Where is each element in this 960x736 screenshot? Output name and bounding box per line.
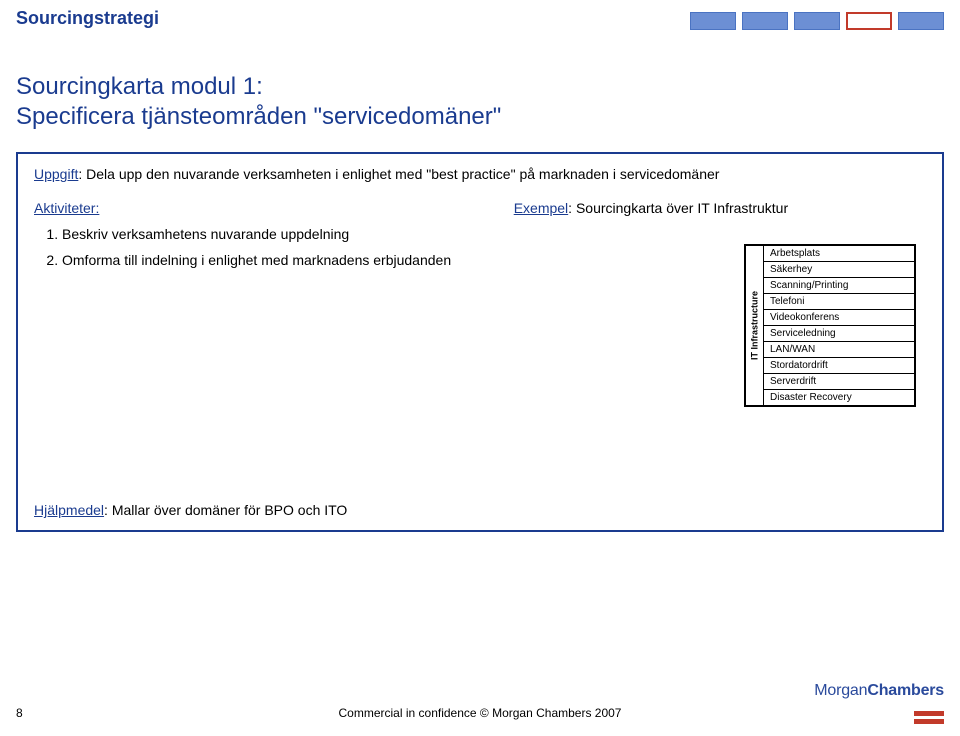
table-row: Serviceledning — [764, 325, 914, 341]
help-label: Hjälpmedel — [34, 502, 104, 518]
help-line: Hjälpmedel: Mallar över domäner för BPO … — [34, 502, 347, 518]
header-nav-box-4 — [846, 12, 892, 30]
brand-word-1: Morgan — [814, 682, 867, 699]
slide-title: Sourcingkarta modul 1: Specificera tjäns… — [16, 72, 501, 132]
activity-item-2: Omforma till indelning i enlighet med ma… — [62, 250, 490, 270]
example-text: : Sourcingkarta över IT Infrastruktur — [568, 200, 788, 216]
header-nav-box-5 — [898, 12, 944, 30]
table-row: Telefoni — [764, 293, 914, 309]
header-nav-boxes — [690, 12, 944, 30]
example-table-rows: ArbetsplatsSäkerheyScanning/PrintingTele… — [764, 246, 914, 405]
page-number: 8 — [16, 706, 23, 720]
table-row: Arbetsplats — [764, 246, 914, 261]
header-nav-box-1 — [690, 12, 736, 30]
activity-item-1: Beskriv verksamhetens nuvarande uppdelni… — [62, 224, 490, 244]
task-line: Uppgift: Dela upp den nuvarande verksamh… — [34, 166, 926, 182]
slide-title-line1: Sourcingkarta modul 1: — [16, 72, 501, 102]
table-row: Säkerhey — [764, 261, 914, 277]
header-nav-box-3 — [794, 12, 840, 30]
help-text: : Mallar över domäner för BPO och ITO — [104, 502, 347, 518]
task-label: Uppgift — [34, 166, 78, 182]
slide-title-line2: Specificera tjänsteområden "servicedomän… — [16, 102, 501, 132]
flag-bar-2 — [914, 719, 944, 724]
flag-icon — [914, 711, 944, 724]
table-row: Disaster Recovery — [764, 389, 914, 405]
table-row: Stordatordrift — [764, 357, 914, 373]
example-table-side-label: IT Infrastructure — [746, 246, 764, 405]
flag-bar-1 — [914, 711, 944, 716]
example-table: IT Infrastructure ArbetsplatsSäkerheySca… — [744, 244, 916, 407]
activities-label: Aktiviteter: — [34, 200, 99, 216]
activities-list: Beskriv verksamhetens nuvarande uppdelni… — [34, 224, 490, 271]
brand-logo: MorganChambers — [814, 682, 944, 700]
page-category-title: Sourcingstrategi — [16, 8, 159, 29]
example-column: Exempel: Sourcingkarta över IT Infrastru… — [514, 200, 926, 277]
header-nav-box-2 — [742, 12, 788, 30]
footer-confidential: Commercial in confidence © Morgan Chambe… — [339, 706, 622, 720]
content-frame: Uppgift: Dela upp den nuvarande verksamh… — [16, 152, 944, 532]
example-label: Exempel — [514, 200, 568, 216]
task-text: : Dela upp den nuvarande verksamheten i … — [78, 166, 719, 182]
table-row: Serverdrift — [764, 373, 914, 389]
table-row: LAN/WAN — [764, 341, 914, 357]
activities-column: Aktiviteter: Beskriv verksamhetens nuvar… — [34, 200, 490, 277]
brand-word-2: Chambers — [867, 682, 944, 699]
table-row: Videokonferens — [764, 309, 914, 325]
table-row: Scanning/Printing — [764, 277, 914, 293]
